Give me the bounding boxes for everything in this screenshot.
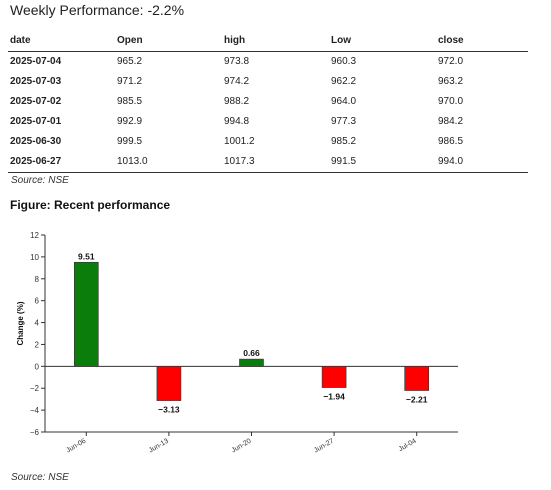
chart-source-note: Source: NSE [11, 472, 69, 483]
column-header-low: Low [329, 30, 436, 52]
cell-date: 2025-07-01 [10, 116, 62, 127]
data-label: 0.66 [243, 348, 260, 358]
chart-axes [44, 235, 458, 433]
y-axis-label: Change (%) [16, 301, 25, 345]
cell-low: 964.0 [331, 96, 357, 107]
table-row: 2025-07-02 985.5 988.2 964.0 970.0 [8, 92, 528, 112]
data-label: −2.21 [406, 395, 428, 405]
bar [156, 366, 182, 401]
x-tick-label: Jul-04 [398, 438, 418, 454]
cell-date: 2025-07-02 [10, 96, 62, 107]
cell-open: 971.2 [117, 76, 143, 87]
table-row: 2025-06-27 1013.0 1017.3 991.5 994.0 [8, 152, 528, 173]
y-tick-label: −2 [30, 384, 40, 393]
table-row: 2025-06-30 999.5 1001.2 985.2 986.5 [8, 132, 528, 152]
cell-open: 992.9 [117, 116, 143, 127]
x-tick-label: Jun-13 [148, 438, 170, 455]
cell-open: 1013.0 [115, 152, 222, 173]
table-header-row: date Open high Low close [8, 30, 528, 52]
column-header-date: date [8, 30, 115, 52]
y-tick-label: 6 [35, 297, 40, 306]
cell-high: 1001.2 [224, 136, 255, 147]
cell-close: 963.2 [438, 76, 464, 87]
cell-low: 991.5 [329, 152, 436, 173]
table-row: 2025-07-04 965.2 973.8 960.3 972.0 [8, 52, 528, 73]
cell-low: 962.2 [331, 76, 357, 87]
y-tick-label: −6 [30, 428, 40, 437]
y-tick-label: 12 [30, 231, 39, 240]
cell-low: 977.3 [331, 116, 357, 127]
cell-close: 972.0 [438, 56, 464, 67]
bar [239, 358, 264, 367]
figure-title: Figure: Recent performance [10, 198, 171, 212]
data-label: −3.13 [158, 405, 180, 415]
bar [404, 366, 430, 391]
cell-date: 2025-07-03 [10, 76, 62, 87]
y-tick-label: 8 [35, 275, 40, 284]
cell-open: 965.2 [117, 56, 143, 67]
cell-low: 985.2 [331, 136, 357, 147]
x-ticks: Jun-06 Jun-13 Jun-20 Jun-27 Jul-04 [65, 432, 418, 454]
bar [321, 366, 347, 388]
y-tick-label: 2 [35, 340, 40, 349]
y-tick-label: 4 [35, 319, 40, 328]
cell-close: 970.0 [438, 96, 464, 107]
column-header-close: close [436, 30, 528, 52]
bar [74, 261, 99, 367]
cell-date: 2025-07-04 [10, 56, 62, 67]
data-label: 9.51 [78, 251, 95, 261]
weekly-performance-headline: Weekly Performance: -2.2% [10, 2, 185, 18]
table-row: 2025-07-01 992.9 994.8 977.3 984.2 [8, 112, 528, 132]
x-tick-label: Jun-06 [65, 438, 87, 455]
cell-close: 986.5 [438, 136, 464, 147]
cell-close: 994.0 [436, 152, 528, 173]
cell-date: 2025-06-30 [10, 136, 62, 147]
y-tick-label: 10 [30, 253, 39, 262]
cell-open: 999.5 [117, 136, 143, 147]
data-label: −1.94 [323, 392, 345, 402]
cell-open: 985.5 [117, 96, 143, 107]
cell-high: 994.8 [224, 116, 250, 127]
column-header-high: high [222, 30, 329, 52]
cell-close: 984.2 [438, 116, 464, 127]
price-table: date Open high Low close 2025-07-04 965.… [8, 30, 528, 173]
cell-high: 973.8 [224, 56, 250, 67]
table-row: 2025-07-03 971.2 974.2 962.2 963.2 [8, 72, 528, 92]
x-tick-label: Jun-27 [313, 438, 335, 455]
table-source-note: Source: NSE [11, 175, 69, 186]
x-tick-label: Jun-20 [230, 438, 252, 455]
cell-date: 2025-06-27 [8, 152, 115, 173]
cell-high: 974.2 [224, 76, 250, 87]
cell-high: 1017.3 [222, 152, 329, 173]
y-tick-label: −4 [30, 406, 40, 415]
cell-high: 988.2 [224, 96, 250, 107]
column-header-open: Open [115, 30, 222, 52]
y-ticks: 12 10 8 6 4 2 0 −2 −4 −6 [30, 231, 45, 437]
bars: 9.51 −3.13 0.66 −1.94 −2.21 [74, 251, 430, 415]
cell-low: 960.3 [331, 56, 357, 67]
y-tick-label: 0 [35, 362, 40, 371]
